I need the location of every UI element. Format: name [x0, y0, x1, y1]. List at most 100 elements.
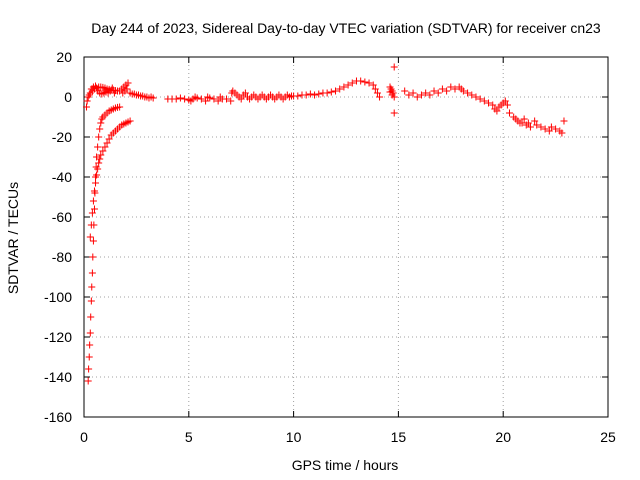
series-main-arc — [83, 77, 568, 137]
data-point — [485, 99, 493, 107]
data-point — [558, 129, 566, 137]
data-point — [443, 87, 451, 95]
data-point — [516, 119, 524, 127]
data-point — [88, 269, 96, 277]
data-point — [505, 109, 513, 117]
y-tick-label: -20 — [52, 129, 72, 145]
data-point — [206, 94, 214, 102]
data-point — [405, 91, 413, 99]
data-point — [373, 89, 381, 97]
data-point — [103, 139, 111, 147]
data-point — [547, 123, 555, 131]
data-point — [94, 165, 102, 173]
data-point — [526, 123, 534, 131]
data-point — [302, 91, 310, 99]
data-point — [241, 89, 249, 97]
data-point — [438, 85, 446, 93]
data-point — [86, 341, 94, 349]
x-tick-label: 25 — [600, 429, 616, 445]
data-point — [92, 179, 100, 187]
data-point — [524, 119, 532, 127]
data-point — [493, 107, 501, 115]
data-point — [390, 63, 398, 71]
data-point — [537, 123, 545, 131]
data-point — [116, 103, 124, 111]
data-point — [327, 88, 335, 96]
data-point — [468, 91, 476, 99]
data-point — [501, 97, 509, 105]
data-point — [202, 97, 210, 105]
data-point — [476, 95, 484, 103]
data-point — [315, 90, 323, 98]
data-point — [86, 329, 94, 337]
data-point — [83, 103, 91, 111]
data-point — [88, 283, 96, 291]
data-point — [172, 95, 180, 103]
y-tick-label: 20 — [56, 49, 72, 65]
data-point — [87, 221, 95, 229]
data-point — [85, 353, 93, 361]
data-point — [214, 97, 222, 105]
data-point — [105, 135, 113, 143]
data-point — [94, 143, 102, 151]
data-point — [97, 151, 105, 159]
data-point — [149, 94, 157, 102]
data-point — [361, 78, 369, 86]
data-point — [86, 233, 94, 241]
data-point — [417, 91, 425, 99]
data-point — [401, 87, 409, 95]
data-point — [430, 87, 438, 95]
data-point — [464, 89, 472, 97]
data-point — [176, 94, 184, 102]
data-point — [472, 93, 480, 101]
data-point — [85, 365, 93, 373]
data-point — [422, 89, 430, 97]
data-point — [93, 171, 101, 179]
x-tick-label: 15 — [391, 429, 407, 445]
data-point — [96, 125, 104, 133]
data-point — [306, 90, 314, 98]
data-point — [197, 95, 205, 103]
data-point — [365, 79, 373, 87]
data-point — [503, 101, 511, 109]
x-tick-label: 20 — [495, 429, 511, 445]
data-point — [193, 94, 201, 102]
data-point — [332, 87, 340, 95]
y-tick-label: 0 — [64, 89, 72, 105]
data-point — [357, 77, 365, 85]
data-point — [344, 81, 352, 89]
data-point — [223, 95, 231, 103]
y-axis-label: SDTVAR / TECUs — [5, 182, 21, 294]
data-point — [531, 117, 539, 125]
data-point — [552, 125, 560, 133]
y-tick-label: -60 — [52, 209, 72, 225]
data-point — [533, 121, 541, 129]
data-point — [447, 83, 455, 91]
x-tick-label: 5 — [185, 429, 193, 445]
data-point — [390, 109, 398, 117]
data-point — [89, 197, 97, 205]
data-point — [520, 115, 528, 123]
data-point — [541, 125, 549, 133]
axis-ticks: 0 5 10 15 20 25 20 0 -20 -40 -60 -80 -100 -120 -140 -16… — [44, 49, 616, 445]
data-point — [237, 95, 245, 103]
y-tick-label: -140 — [44, 369, 72, 385]
data-point — [97, 119, 105, 127]
data-point — [434, 89, 442, 97]
data-point — [89, 237, 97, 245]
data-point — [108, 84, 116, 92]
data-point — [126, 117, 134, 125]
y-tick-label: -120 — [44, 329, 72, 345]
data-point — [99, 147, 107, 155]
data-point — [376, 93, 384, 101]
data-point — [96, 155, 104, 163]
x-axis-label: GPS time / hours — [292, 457, 399, 473]
data-point — [90, 205, 98, 213]
data-point — [426, 91, 434, 99]
y-tick-label: -100 — [44, 289, 72, 305]
data-point — [545, 127, 553, 135]
data-point — [181, 95, 189, 103]
series-steep-curve — [84, 103, 124, 385]
grid-lines — [84, 57, 608, 417]
data-point — [294, 92, 302, 100]
